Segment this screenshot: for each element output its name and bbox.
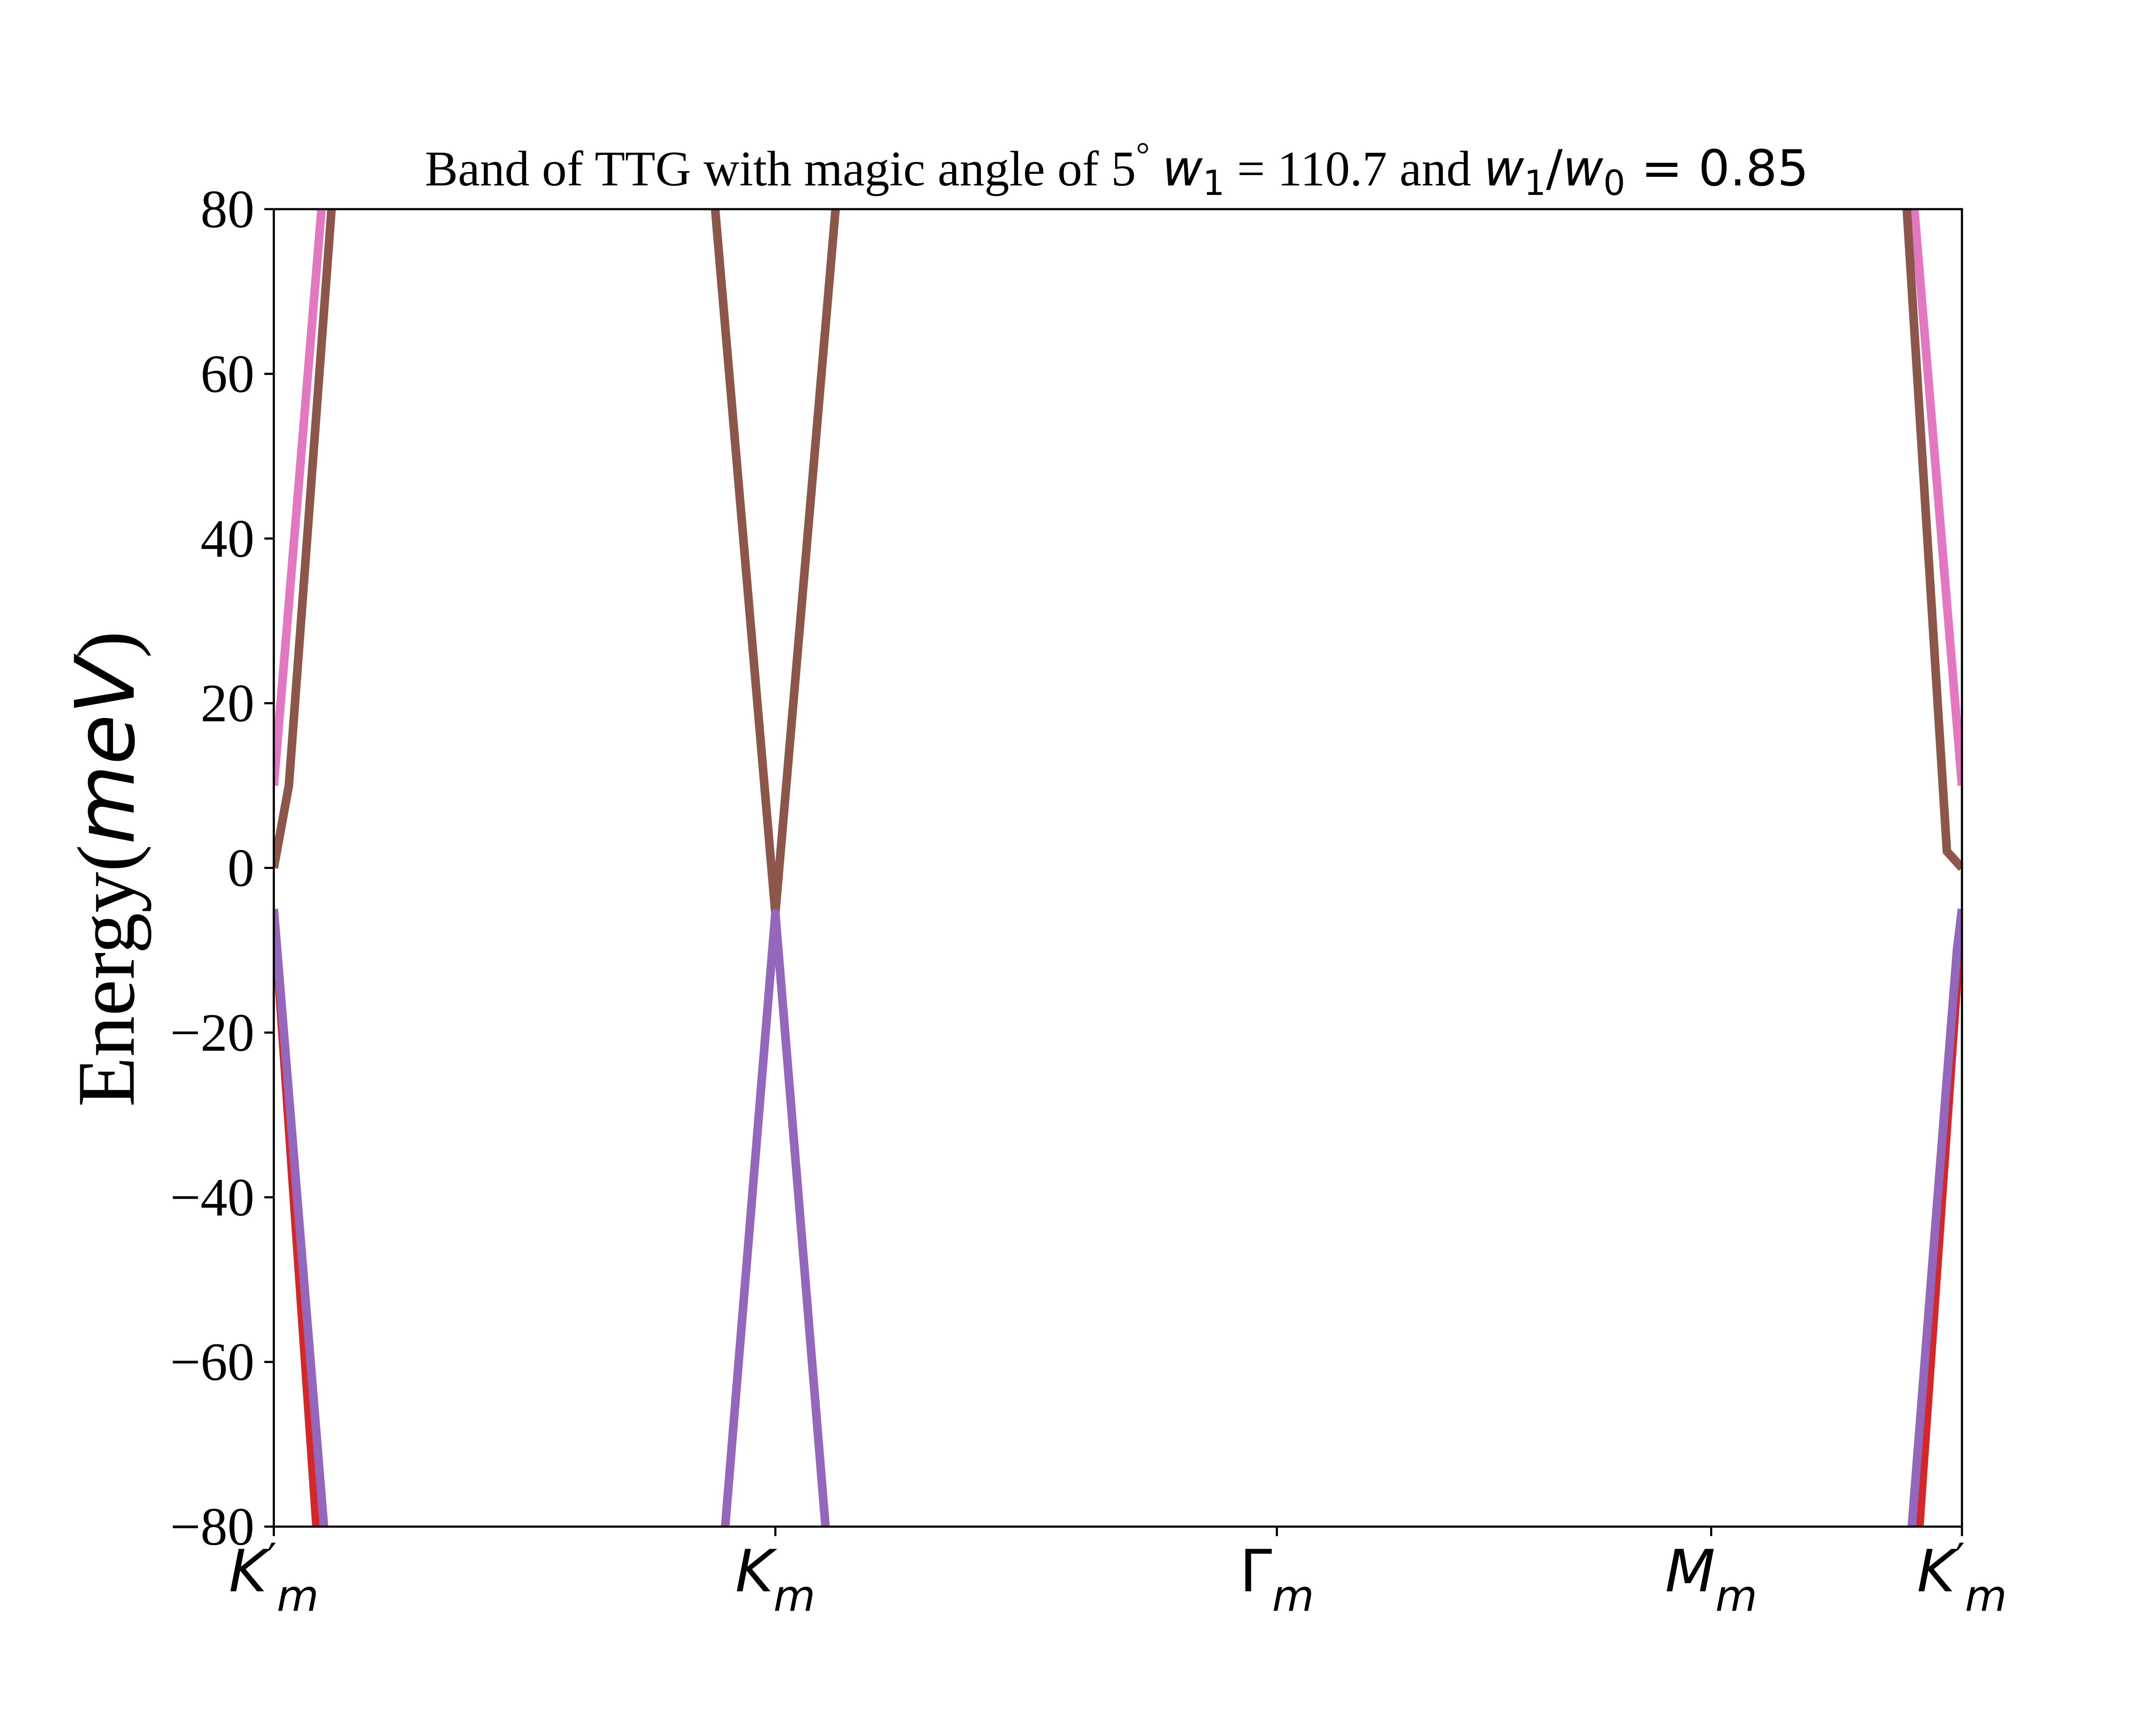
x-tick-label-0: K′m bbox=[229, 1534, 319, 1621]
band-series-4 bbox=[1902, 209, 1962, 871]
y-tick-label-1: −60 bbox=[170, 1333, 255, 1392]
y-ticks: −80 −60 −40 −20 0 20 40 60 80 bbox=[170, 180, 274, 1557]
y-tick-label-2: −40 bbox=[170, 1168, 255, 1227]
y-tick-label-0: −80 bbox=[170, 1497, 255, 1557]
y-tick-label-7: 60 bbox=[201, 345, 254, 404]
y-tick-label-4: 0 bbox=[228, 839, 255, 898]
x-tick-label-3: Mm bbox=[1665, 1537, 1757, 1621]
band-series-1 bbox=[274, 209, 336, 869]
band-series-6 bbox=[274, 909, 329, 1527]
y-tick-label-3: −20 bbox=[170, 1003, 255, 1063]
x-ticks: K′m Km Γm Mm K′m bbox=[229, 1527, 2007, 1621]
band-series-0 bbox=[274, 209, 326, 786]
band-series-3 bbox=[1910, 209, 1962, 786]
plot-frame bbox=[273, 208, 1963, 1528]
y-tick-label-5: 20 bbox=[201, 674, 254, 734]
band-series-9 bbox=[1907, 908, 1962, 1527]
y-axis-label: Energy(meV) bbox=[58, 631, 153, 1107]
series-layer bbox=[274, 209, 1962, 1527]
y-tick-label-6: 40 bbox=[201, 509, 254, 569]
x-tick-label-1: Km bbox=[735, 1537, 815, 1621]
y-tick-label-8: 80 bbox=[201, 180, 254, 239]
chart-title: Band of TTG with magic angle of 5° w1 = … bbox=[425, 136, 1808, 203]
band-series-7 bbox=[721, 909, 830, 1527]
x-tick-label-2: Γm bbox=[1240, 1537, 1314, 1621]
x-tick-label-4: K′m bbox=[1917, 1534, 2007, 1621]
